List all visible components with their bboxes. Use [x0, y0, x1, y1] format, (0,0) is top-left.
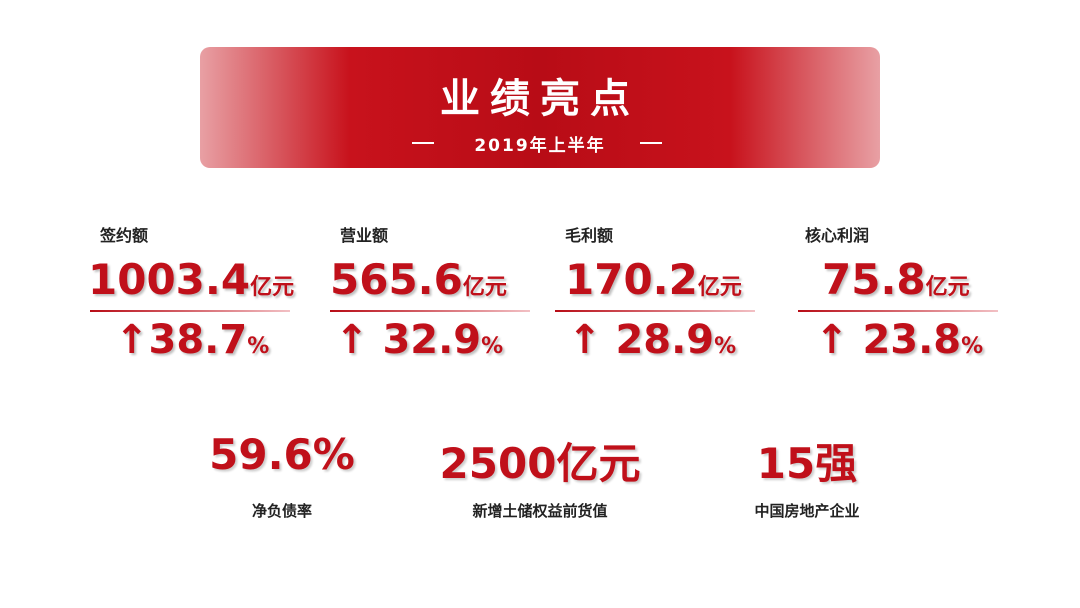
metric-number: 75.8	[822, 255, 926, 304]
metric-value: 565.6亿元	[330, 255, 507, 304]
metric-unit: 亿元	[462, 275, 507, 300]
metric-unit: 亿元	[925, 275, 970, 300]
metric-value: 75.8亿元	[822, 255, 970, 304]
rule	[555, 310, 755, 312]
metric-label: 营业额	[340, 226, 389, 245]
highlight-value: 15强	[756, 439, 858, 488]
metric-number: 1003.4	[88, 255, 251, 304]
subtitle: 2019年上半年	[474, 136, 606, 156]
title: 业绩亮点	[440, 76, 640, 122]
change-unit: %	[481, 334, 504, 359]
highlight-label: 净负债率	[251, 502, 312, 520]
metric-change: ↑ 32.9%	[335, 317, 503, 363]
change-number: ↑38.7	[115, 317, 248, 363]
dash	[640, 142, 662, 144]
change-number: ↑ 32.9	[335, 317, 482, 363]
rule	[330, 310, 530, 312]
metric-number: 170.2	[565, 255, 698, 304]
metric-label: 核心利润	[805, 226, 870, 245]
metric-label: 签约额	[100, 226, 149, 245]
metric-change: ↑ 28.9%	[568, 317, 736, 363]
change-unit: %	[247, 334, 270, 359]
metric-value: 1003.4亿元	[88, 255, 294, 304]
rule	[798, 310, 998, 312]
metric-label: 毛利额	[565, 226, 614, 245]
metric-unit: 亿元	[250, 275, 295, 300]
metric-number: 565.6	[330, 255, 463, 304]
change-number: ↑ 28.9	[568, 317, 715, 363]
change-unit: %	[714, 334, 737, 359]
dash	[412, 142, 434, 144]
banner	[200, 47, 880, 168]
highlight-label: 中国房地产企业	[754, 502, 860, 520]
metric-change: ↑ 23.8%	[815, 317, 983, 363]
metric-value: 170.2亿元	[565, 255, 742, 304]
highlight-value: 59.6%	[209, 430, 355, 479]
highlight-label: 新增土储权益前货值	[472, 502, 608, 520]
metric-unit: 亿元	[697, 275, 742, 300]
highlight-value: 2500亿元	[439, 439, 641, 488]
change-unit: %	[961, 334, 984, 359]
metric-change: ↑38.7%	[115, 317, 269, 363]
change-number: ↑ 23.8	[815, 317, 962, 363]
rule	[90, 310, 290, 312]
